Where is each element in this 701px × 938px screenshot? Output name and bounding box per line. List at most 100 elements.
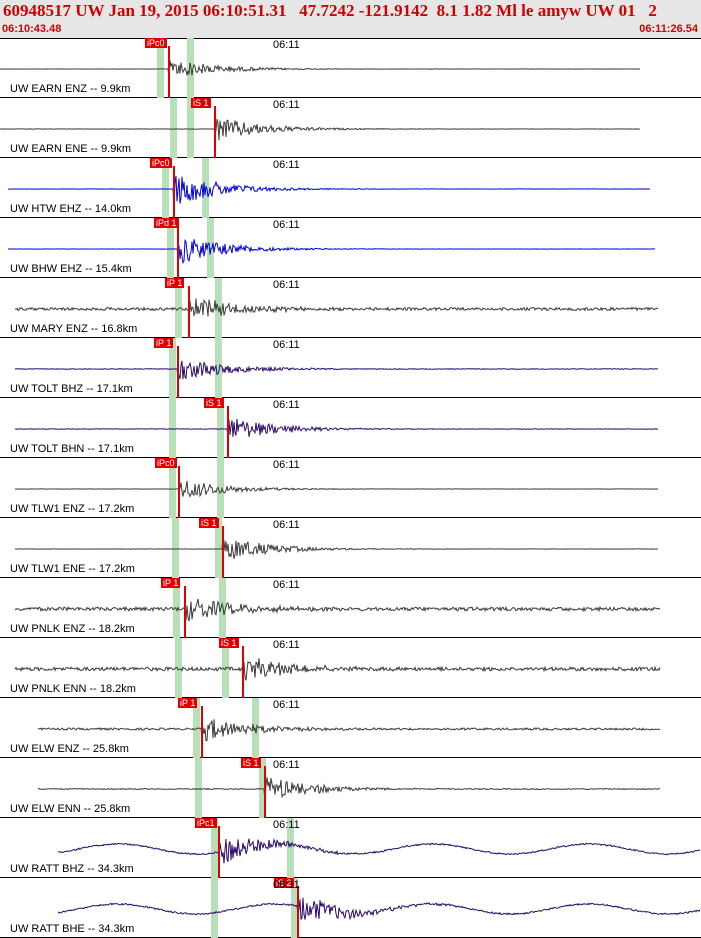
pick-window-band: [195, 758, 202, 818]
pick-window-band: [187, 38, 194, 98]
trace-panel[interactable]: iS 1 06:11 UW TOLT BHN -- 17.1km: [0, 398, 701, 458]
trace-plot: [7, 158, 651, 218]
time-tick-label: 06:11: [273, 159, 300, 171]
trace-plot: [14, 338, 659, 398]
station-label: UW PNLK ENN -- 18.2km: [10, 683, 136, 695]
pick-window-band: [170, 98, 177, 158]
pick-window-band: [167, 218, 174, 278]
event-title: 60948517 UW Jan 19, 2015 06:10:51.31 47.…: [3, 1, 657, 20]
end-time: 06:11:26.54: [639, 23, 698, 35]
pick-window-band: [157, 38, 164, 98]
station-label: UW TLW1 ENZ -- 17.2km: [10, 503, 135, 515]
time-tick-label: 06:11: [273, 399, 300, 411]
time-tick-label: 06:11: [273, 699, 300, 711]
pick-flag[interactable]: iS 1: [199, 518, 219, 528]
waveform-line: [57, 838, 701, 864]
pick-flag[interactable]: iP 1: [154, 338, 174, 348]
waveform-line: [7, 175, 651, 206]
trace-panel[interactable]: iPc1 06:11 UW RATT BHZ -- 34.3km: [0, 818, 701, 878]
trace-plot: [14, 518, 659, 578]
trace-plot: [37, 698, 661, 758]
trace-panel[interactable]: iP 1 06:11 UW PNLK ENZ -- 18.2km: [0, 578, 701, 638]
pick-flag[interactable]: iS 2: [274, 878, 294, 888]
time-tick-label: 06:11: [273, 879, 300, 891]
pick-window-band: [207, 218, 214, 278]
pick-window-band: [193, 698, 200, 758]
pick-flag[interactable]: iS 1: [241, 758, 261, 768]
pick-window-band: [217, 398, 224, 458]
pick-flag[interactable]: iPc0: [155, 458, 177, 468]
station-label: UW TOLT BHN -- 17.1km: [10, 443, 134, 455]
station-label: UW RATT BHZ -- 34.3km: [10, 863, 134, 875]
pick-window-band: [215, 518, 222, 578]
pick-flag[interactable]: iS 1: [219, 638, 239, 648]
time-tick-label: 06:11: [273, 639, 300, 651]
time-tick-label: 06:11: [273, 759, 300, 771]
trace-panel[interactable]: iP 1 06:11 UW TOLT BHZ -- 17.1km: [0, 338, 701, 398]
pick-flag[interactable]: iS 1: [191, 98, 211, 108]
pick-window-band: [211, 878, 218, 938]
station-label: UW EARN ENZ -- 9.9km: [10, 83, 131, 95]
trace-plot: [14, 398, 659, 458]
start-time: 06:10:43.48: [2, 23, 62, 35]
trace-panel[interactable]: iPc0 06:11 UW TLW1 ENZ -- 17.2km: [0, 458, 701, 518]
pick-flag[interactable]: iP 1: [178, 698, 198, 708]
pick-flag[interactable]: iPc1: [195, 818, 217, 828]
trace-panel[interactable]: iP 1 06:11 UW MARY ENZ -- 16.8km: [0, 278, 701, 338]
waveform-line: [37, 719, 661, 742]
trace-panel[interactable]: iPc0 06:11 UW HTW EHZ -- 14.0km: [0, 158, 701, 218]
pick-flag[interactable]: iP 1: [161, 578, 181, 588]
pick-window-band: [169, 458, 176, 518]
trace-panel[interactable]: iS 1 06:11 UW PNLK ENN -- 18.2km: [0, 638, 701, 698]
pick-window-band: [215, 338, 222, 398]
trace-plot: [0, 38, 640, 98]
time-tick-label: 06:11: [273, 339, 300, 351]
station-label: UW HTW EHZ -- 14.0km: [10, 203, 131, 215]
header-bar: 60948517 UW Jan 19, 2015 06:10:51.31 47.…: [0, 0, 701, 39]
station-label: UW EARN ENE -- 9.9km: [10, 143, 132, 155]
station-label: UW PNLK ENZ -- 18.2km: [10, 623, 135, 635]
pick-window-band: [187, 98, 194, 158]
trace-panel[interactable]: iS 1 06:11 UW TLW1 ENE -- 17.2km: [0, 518, 701, 578]
waveform-line: [14, 537, 659, 559]
trace-plot: [57, 818, 701, 878]
trace-plot: [57, 878, 701, 938]
pick-window-band: [172, 518, 179, 578]
pick-flag[interactable]: iP 1: [165, 278, 185, 288]
pick-window-band: [217, 458, 224, 518]
trace-panel[interactable]: iP 1 06:11 UW ELW ENZ -- 25.8km: [0, 698, 701, 758]
trace-panel[interactable]: iS 2 06:11 UW RATT BHE -- 34.3km: [0, 878, 701, 938]
pick-window-band: [169, 398, 176, 458]
pick-window-band: [162, 158, 169, 218]
time-tick-label: 06:11: [273, 519, 300, 531]
station-label: UW TLW1 ENE -- 17.2km: [10, 563, 135, 575]
trace-panel[interactable]: iPc0 06:11 UW EARN ENZ -- 9.9km: [0, 38, 701, 98]
pick-flag[interactable]: iS 1: [204, 398, 224, 408]
trace-panel[interactable]: iS 1 06:11 UW EARN ENE -- 9.9km: [0, 98, 701, 158]
station-label: UW RATT BHE -- 34.3km: [10, 923, 135, 935]
pick-window-band: [175, 278, 182, 338]
station-label: UW BHW EHZ -- 15.4km: [10, 263, 132, 275]
station-label: UW ELW ENN -- 25.8km: [10, 803, 131, 815]
waveform-line: [0, 118, 641, 141]
station-label: UW ELW ENZ -- 25.8km: [10, 743, 129, 755]
trace-plot: [37, 758, 661, 818]
trace-panel[interactable]: iS 1 06:11 UW ELW ENN -- 25.8km: [0, 758, 701, 818]
pick-window-band: [219, 578, 226, 638]
pick-flag[interactable]: iPc0: [150, 158, 172, 168]
pick-window-band: [169, 338, 176, 398]
pick-window-band: [175, 638, 182, 698]
trace-panel[interactable]: iPd 1 06:11 UW BHW EHZ -- 15.4km: [0, 218, 701, 278]
pick-window-band: [173, 578, 180, 638]
waveform-line: [14, 298, 659, 318]
trace-plot: [14, 458, 659, 518]
time-tick-label: 06:11: [273, 39, 300, 51]
pick-flag[interactable]: iPc0: [145, 38, 167, 48]
trace-plot: [14, 638, 661, 698]
time-tick-label: 06:11: [273, 279, 300, 291]
waveform-line: [0, 60, 640, 79]
waveform-line: [14, 360, 659, 380]
pick-flag[interactable]: iPd 1: [154, 218, 179, 228]
pick-window-band: [291, 878, 298, 938]
time-tick-label: 06:11: [273, 579, 300, 591]
